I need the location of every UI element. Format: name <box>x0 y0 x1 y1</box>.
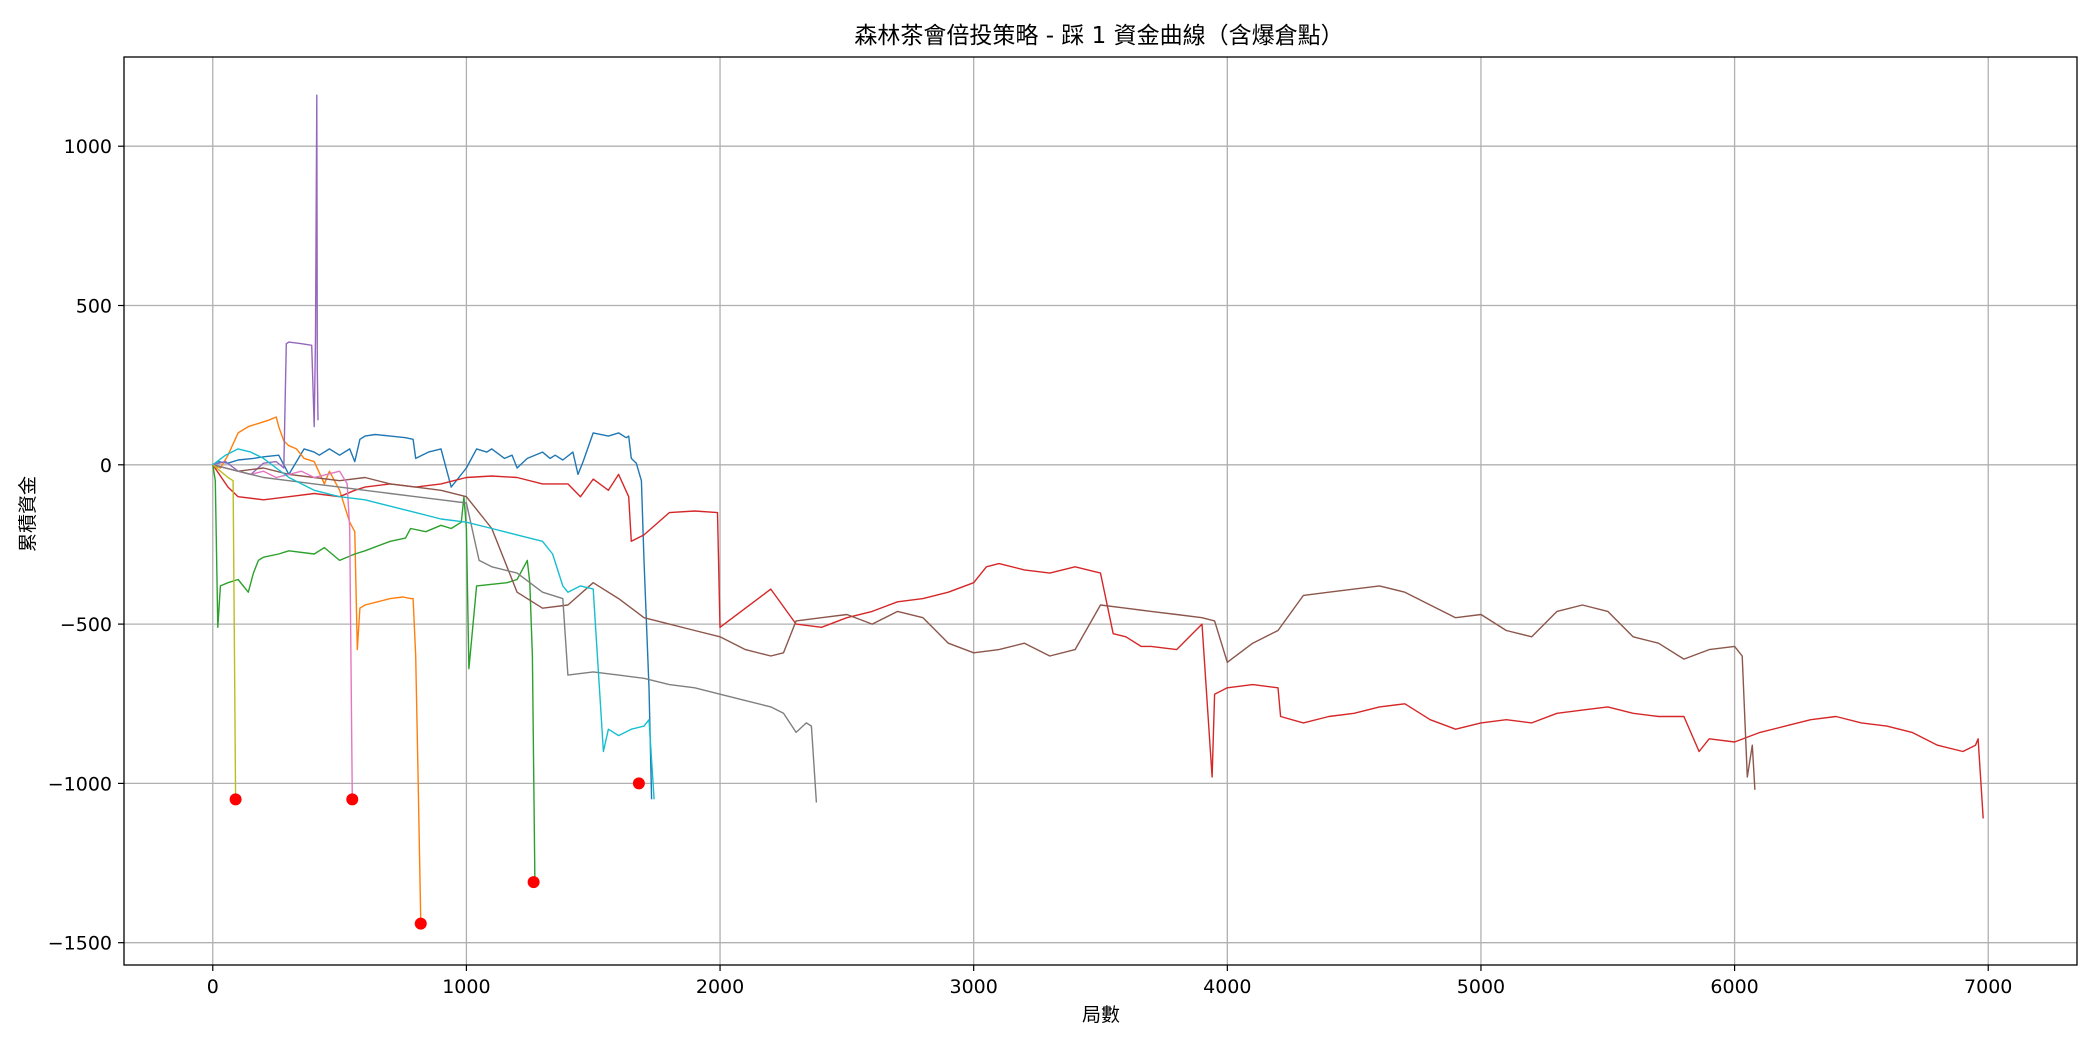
y-tick-label: −1500 <box>48 933 112 955</box>
y-axis-label: 累積資金 <box>17 476 39 552</box>
bankrupt-point <box>632 777 645 790</box>
series-line-8 <box>212 464 818 803</box>
x-tick-label: 3000 <box>950 976 998 998</box>
y-tick-label: 1000 <box>64 136 112 158</box>
plot-frame <box>123 56 2078 966</box>
series-line-2 <box>212 416 422 924</box>
x-tick-label: 0 <box>207 976 219 998</box>
series-line-4 <box>212 464 1984 819</box>
bankrupt-point <box>346 793 359 806</box>
bankrupt-point <box>527 876 540 889</box>
bankrupt-point <box>414 917 427 930</box>
y-tick-label: 0 <box>100 455 112 477</box>
series-line-9 <box>212 464 237 800</box>
x-tick-label: 1000 <box>442 976 490 998</box>
series-line-6 <box>212 464 1756 790</box>
x-tick-label: 5000 <box>1457 976 1505 998</box>
x-tick-label: 6000 <box>1710 976 1758 998</box>
series-line-3 <box>212 464 536 883</box>
y-tick-label: 500 <box>76 296 112 318</box>
chart-title: 森林茶會倍投策略 - 踩 1 資金曲線（含爆倉點） <box>854 23 1343 49</box>
plot-area: 0 1000 2000 3000 4000 5000 6000 7000−1500−1000−… <box>48 56 2078 998</box>
x-tick-label: 7000 <box>1964 976 2012 998</box>
series-line-10 <box>212 448 655 800</box>
bankrupt-point <box>229 793 242 806</box>
x-tick-label: 2000 <box>696 976 744 998</box>
x-axis-label: 局數 <box>1082 1004 1120 1026</box>
y-tick-label: −1000 <box>48 773 112 795</box>
y-tick-label: −500 <box>60 614 112 636</box>
x-tick-label: 4000 <box>1203 976 1251 998</box>
series-line-5 <box>212 94 319 476</box>
series-line-1 <box>212 432 653 800</box>
